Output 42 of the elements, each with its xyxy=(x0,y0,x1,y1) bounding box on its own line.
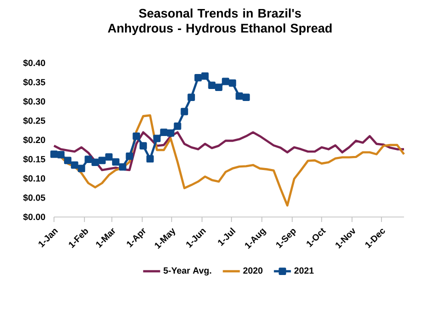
point xyxy=(174,122,182,130)
y-tick-label: $0.10 xyxy=(23,174,46,182)
point xyxy=(105,153,113,161)
legend-label: 5-Year Avg. xyxy=(164,267,212,276)
point xyxy=(64,156,72,164)
point xyxy=(208,82,216,90)
point xyxy=(118,163,126,171)
point xyxy=(98,156,106,164)
point xyxy=(112,158,120,166)
point xyxy=(236,92,243,100)
chart-title: Seasonal Trends in Brazil's Anhydrous - Hydrous Ethanol Spread xyxy=(108,8,332,36)
point xyxy=(126,152,134,160)
y-tick-label: $0.40 xyxy=(23,59,46,67)
y-tick-label: $0.05 xyxy=(23,194,46,202)
point xyxy=(201,72,209,80)
legend-label: 2020 xyxy=(243,267,262,274)
point xyxy=(78,164,86,172)
y-tick-label: $0.25 xyxy=(23,117,46,124)
point xyxy=(57,150,65,158)
y-tick-label: $0.20 xyxy=(23,136,46,144)
point xyxy=(160,128,168,136)
point xyxy=(84,156,92,163)
point xyxy=(50,150,58,158)
point xyxy=(188,94,195,101)
point xyxy=(132,132,140,140)
y-tick-label: $0.00 xyxy=(23,213,46,221)
y-tick-label: $0.30 xyxy=(23,98,46,106)
point xyxy=(242,94,250,101)
point xyxy=(70,161,78,169)
point xyxy=(194,74,202,82)
point xyxy=(166,129,174,137)
point xyxy=(222,78,230,86)
y-tick-label: $0.15 xyxy=(23,156,46,163)
point xyxy=(153,134,161,142)
point xyxy=(146,155,154,163)
point xyxy=(91,158,99,166)
point xyxy=(228,79,236,87)
y-tick-label: $0.35 xyxy=(23,78,46,86)
point xyxy=(140,142,147,150)
point xyxy=(180,108,188,116)
legend-label: 2021 xyxy=(294,267,314,274)
point xyxy=(215,84,222,91)
